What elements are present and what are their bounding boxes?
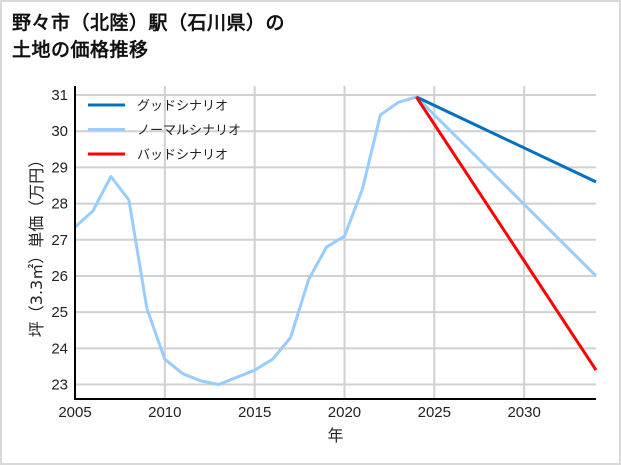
- x-tick-label: 2005: [58, 404, 91, 421]
- x-axis-label: 年: [327, 426, 343, 445]
- legend-label: グッドシナリオ: [137, 99, 228, 114]
- y-tick-label: 26: [51, 268, 68, 285]
- y-tick-label: 30: [51, 123, 68, 140]
- y-tick-label: 29: [51, 159, 68, 176]
- y-axis-label: 坪（3.3㎡）単価（万円）: [27, 152, 46, 337]
- x-tick-label: 2010: [148, 404, 181, 421]
- chart-title: 野々市（北陸）駅（石川県）の 土地の価格推移: [12, 10, 285, 64]
- data-lines: [73, 95, 598, 386]
- y-tick-label: 31: [51, 87, 68, 104]
- y-tick-label: 28: [51, 196, 68, 213]
- y-tick-label: 24: [51, 340, 68, 357]
- x-tick-label: 2030: [507, 404, 540, 421]
- title-line-2: 土地の価格推移: [12, 39, 149, 61]
- scenario-line-1: [415, 95, 598, 278]
- tick-labels: 23 24 25 26 27 28 29 30 31 2005 2010 2015 2020 2025 20…: [51, 87, 541, 421]
- title-line-1: 野々市（北陸）駅（石川県）の: [12, 12, 286, 34]
- legend-label: バッドシナリオ: [137, 148, 228, 163]
- scenario-line-2: [415, 96, 598, 371]
- x-tick-label: 2025: [418, 404, 451, 421]
- x-tick-label: 2015: [238, 404, 271, 421]
- axes: [74, 86, 596, 400]
- legend-label: ノーマルシナリオ: [137, 124, 241, 139]
- y-tick-label: 25: [51, 304, 68, 321]
- y-tick-label: 23: [51, 377, 68, 394]
- scenario-line-0: [415, 95, 597, 184]
- x-tick-label: 2020: [328, 404, 361, 421]
- historical-line: [73, 95, 417, 386]
- y-tick-label: 27: [51, 232, 68, 249]
